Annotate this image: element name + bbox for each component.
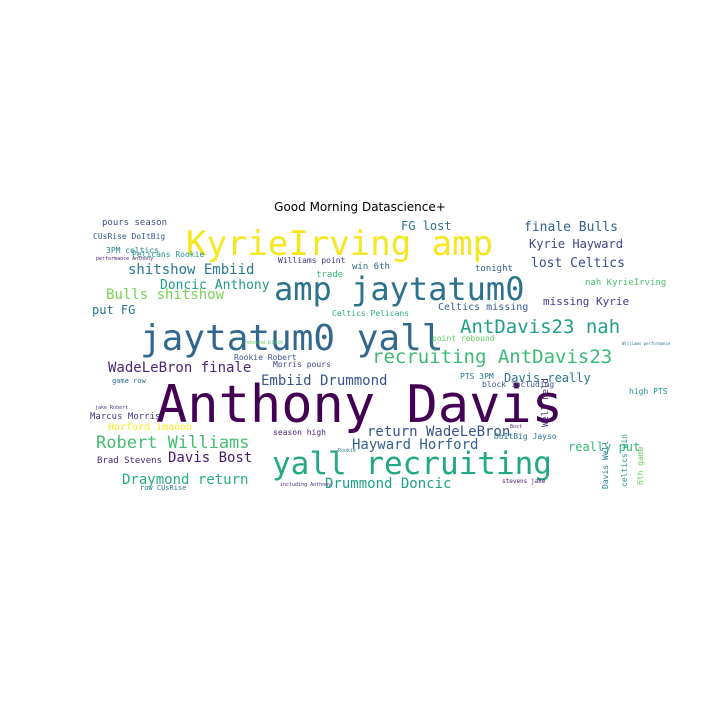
cloud-word: Williams performance: [622, 341, 671, 346]
cloud-word: Anthony Davis: [156, 375, 563, 435]
cloud-word: Williams point: [278, 256, 346, 265]
cloud-word: WadeLeBron finale: [108, 360, 252, 376]
cloud-word: Davis Bost: [168, 450, 253, 466]
cloud-word: PTS 3PM: [460, 372, 494, 381]
cloud-word: Embiid Drummond: [261, 373, 388, 389]
figure-title: Good Morning Datascience+: [274, 200, 446, 214]
cloud-word: Well held: [541, 378, 551, 427]
cloud-word: Davis Well: [601, 440, 610, 489]
cloud-word: FG lost: [401, 219, 452, 233]
cloud-word: point rebound: [432, 334, 495, 343]
cloud-word: recruiting AntDavis23: [372, 346, 613, 368]
cloud-word: shitshow Embiid: [128, 262, 255, 278]
cloud-word: yall recruiting: [272, 446, 552, 482]
cloud-word: celtics win: [620, 434, 629, 487]
cloud-word: finale Bulls: [524, 220, 618, 235]
cloud-word: lost Celtics: [531, 256, 625, 271]
cloud-word: season high: [273, 428, 326, 437]
cloud-word: Pelicans Rookie: [132, 250, 205, 259]
cloud-word: block including: [482, 380, 555, 389]
cloud-word: Drummond Doncic: [325, 476, 452, 492]
cloud-word: nah KyrieIrving: [585, 278, 667, 288]
cloud-word: rebound block: [244, 340, 284, 346]
cloud-word: win 6th: [352, 262, 390, 272]
cloud-word: Marcus Morris: [90, 412, 161, 422]
cloud-word: trade: [316, 270, 344, 280]
cloud-word: jaytatum0 yall: [140, 318, 444, 359]
cloud-word: 3PM celtics: [106, 246, 159, 255]
cloud-word: missing Kyrie: [543, 295, 630, 308]
cloud-word: Morris pours: [273, 360, 331, 369]
cloud-word: AntDavis23 nah: [460, 316, 621, 338]
cloud-word: pours season: [102, 218, 168, 228]
cloud-word: including Anthony: [280, 482, 332, 488]
cloud-word: stevens jake: [502, 478, 546, 485]
cloud-word: performance Anthony: [96, 256, 154, 262]
cloud-word: really put: [568, 440, 641, 454]
cloud-word: row CUsRise: [140, 484, 187, 492]
cloud-word: tonight: [475, 264, 513, 274]
cloud-word: Kyrie Hayward: [529, 237, 623, 251]
cloud-word: amp jaytatum0: [274, 270, 525, 308]
cloud-word: Brad Stevens: [97, 456, 163, 466]
cloud-word: high PTS: [629, 387, 668, 396]
cloud-word: jake Robert: [95, 405, 129, 411]
cloud-word: Rookie Robert: [234, 353, 297, 362]
cloud-word: Celtics missing: [438, 302, 529, 313]
cloud-word: Robert Williams: [96, 433, 250, 453]
cloud-word: Draymond return: [122, 472, 249, 488]
cloud-word: DoItBig Jayso: [494, 432, 557, 441]
cloud-word: Hayward Horford: [352, 437, 479, 453]
cloud-word: Horford imaooo: [108, 422, 193, 433]
cloud-word: return WadeLeBron: [367, 424, 511, 440]
cloud-word: 6th game: [636, 446, 645, 485]
cloud-word: Doncic Anthony: [160, 278, 270, 293]
cloud-word: Davis really: [504, 371, 591, 385]
cloud-word: Bost: [510, 424, 523, 430]
word-cloud: Anthony Davis KyrieIrving amp amp jaytat…: [90, 217, 678, 503]
cloud-word: KyrieIrving amp: [186, 224, 494, 264]
cloud-word: CUsRise DoItBig: [93, 232, 166, 241]
cloud-word: put FG: [92, 303, 136, 317]
cloud-word: Rookie: [338, 448, 357, 454]
cloud-word: Celtics Pelicans: [332, 309, 410, 318]
cloud-word: game row: [112, 377, 146, 385]
cloud-word: Bulls shitshow: [106, 287, 225, 303]
